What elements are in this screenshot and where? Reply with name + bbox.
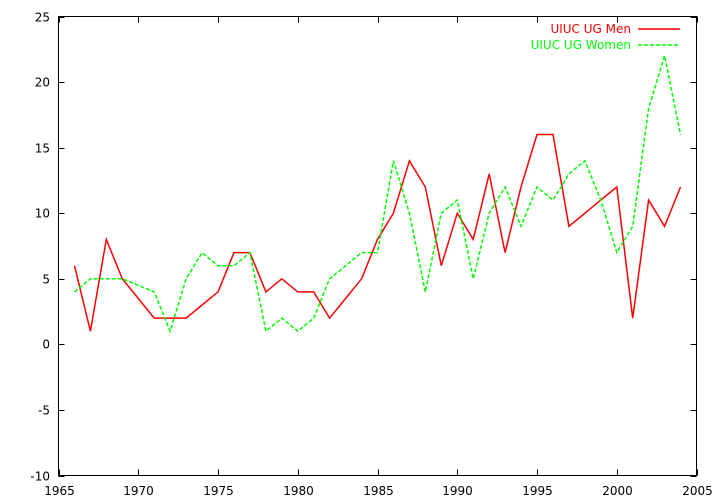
x-tick-label: 1975: [203, 484, 234, 498]
x-tick-label: 2000: [602, 484, 633, 498]
y-tick-labels: -10 -5 0 5 10 15 20 25: [30, 11, 50, 484]
legend-label: UIUC UG Women: [531, 38, 631, 52]
legend-label: UIUC UG Men: [550, 22, 631, 36]
y-tick-label: -10: [30, 470, 50, 484]
x-tick-label: 1995: [522, 484, 553, 498]
y-tick-label: -5: [38, 404, 50, 418]
series-line-men: [73, 133, 682, 332]
y-tick-label: 10: [35, 207, 50, 221]
y-tick-label: 25: [35, 11, 50, 25]
x-tick-label: 1965: [44, 484, 75, 498]
x-tick-label: 2005: [682, 484, 713, 498]
x-tick-labels: 1965 1970 1975 1980 1985 1990 1995 2000 2005: [44, 484, 713, 498]
series-lines: [73, 55, 682, 334]
plot-frame: [58, 16, 697, 476]
axis-ticks: [58, 16, 698, 477]
x-tick-label: 1970: [123, 484, 154, 498]
y-tick-label: 20: [35, 76, 50, 90]
x-tick-label: 1990: [442, 484, 473, 498]
legend: UIUC UG Men UIUC UG Women: [531, 22, 680, 52]
x-tick-label: 1980: [283, 484, 314, 498]
y-tick-label: 0: [42, 338, 50, 352]
y-tick-label: 5: [42, 273, 50, 287]
y-tick-label: 15: [35, 142, 50, 156]
series-line-women: [74, 55, 682, 334]
x-tick-label: 1985: [363, 484, 394, 498]
